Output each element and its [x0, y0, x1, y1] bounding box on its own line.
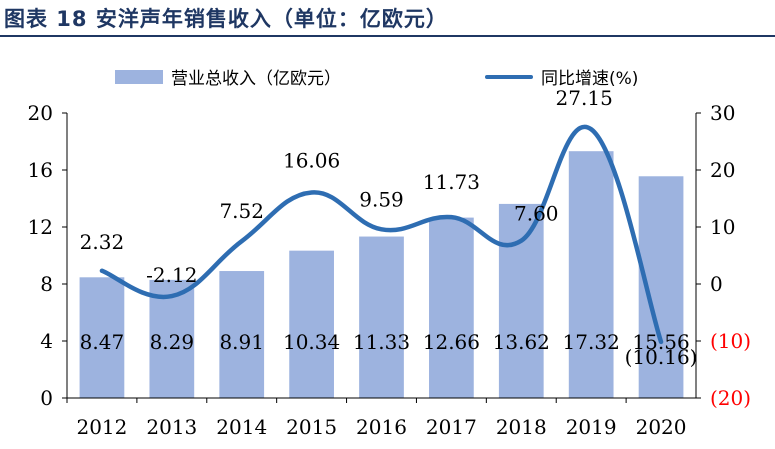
- bar-value-label-2020: 15.56: [632, 330, 689, 354]
- bar-value-label-2019: 17.32: [563, 330, 620, 354]
- legend-swatch-line: [485, 74, 533, 79]
- bar-value-label-2013: 8.29: [150, 330, 195, 354]
- growth-value-label-2016: 9.59: [359, 187, 404, 211]
- bar-2012: [79, 277, 125, 398]
- bar-2016: [359, 236, 404, 398]
- figure-title: 图表 18 安洋声年销售收入（单位：亿欧元）: [4, 7, 448, 31]
- bar-2018: [498, 203, 544, 398]
- x-tick-label-2016: 2016: [356, 415, 407, 439]
- x-tick-label-2012: 2012: [76, 415, 127, 439]
- y-left-tick-label-0: 0: [40, 386, 53, 410]
- x-tick-label-2014: 2014: [216, 415, 267, 439]
- x-tick-label-2019: 2019: [566, 415, 617, 439]
- growth-value-label-2020: (10.16): [625, 345, 698, 369]
- bar-2019: [568, 151, 614, 398]
- bar-value-label-2015: 10.34: [283, 330, 340, 354]
- legend-label-growth: 同比增速(%): [541, 69, 639, 89]
- bar-value-label-2017: 12.66: [423, 330, 480, 354]
- growth-value-label-2018: 7.60: [514, 202, 559, 226]
- title-divider: [0, 35, 775, 37]
- bar-2015: [289, 250, 334, 398]
- growth-value-label-2012: 2.32: [80, 230, 125, 254]
- growth-value-label-2019: 27.15: [556, 86, 613, 110]
- x-tick-label-2018: 2018: [496, 415, 547, 439]
- y-right-tick-label-0: (20): [710, 386, 751, 410]
- chart-legend: 营业总收入（亿欧元） 同比增速(%): [0, 64, 775, 90]
- x-tick-label-2013: 2013: [146, 415, 197, 439]
- legend-item-revenue: 营业总收入（亿欧元）: [115, 64, 341, 89]
- bar-2013: [149, 279, 195, 398]
- y-left-tick-label-20: 20: [28, 101, 53, 125]
- y-right-tick-label-4: 20: [710, 158, 735, 182]
- bar-value-label-2016: 11.33: [353, 330, 410, 354]
- x-tick-label-2017: 2017: [426, 415, 477, 439]
- bar-value-label-2014: 8.91: [219, 330, 264, 354]
- y-left-tick-label-4: 4: [40, 329, 53, 353]
- bar-value-label-2012: 8.47: [80, 330, 125, 354]
- x-tick-label-2020: 2020: [636, 415, 687, 439]
- legend-swatch-bar: [115, 69, 163, 84]
- legend-item-growth: 同比增速(%): [485, 64, 638, 89]
- bar-2014: [219, 271, 265, 398]
- legend-label-revenue: 营业总收入（亿欧元）: [171, 69, 341, 89]
- y-right-tick-label-5: 30: [710, 101, 735, 125]
- x-tick-label-2015: 2015: [286, 415, 337, 439]
- y-left-tick-label-16: 16: [28, 158, 53, 182]
- y-right-tick-label-1: (10): [710, 329, 751, 353]
- growth-value-label-2017: 11.73: [423, 170, 480, 194]
- y-right-tick-label-2: 0: [710, 272, 723, 296]
- growth-value-label-2015: 16.06: [283, 148, 340, 172]
- y-left-tick-label-12: 12: [28, 215, 53, 239]
- y-right-tick-label-3: 10: [710, 215, 735, 239]
- y-left-tick-label-8: 8: [40, 272, 53, 296]
- growth-value-label-2013: -2.12: [146, 263, 197, 287]
- bar-value-label-2018: 13.62: [493, 330, 550, 354]
- bar-2017: [429, 217, 474, 398]
- growth-value-label-2014: 7.52: [219, 199, 264, 223]
